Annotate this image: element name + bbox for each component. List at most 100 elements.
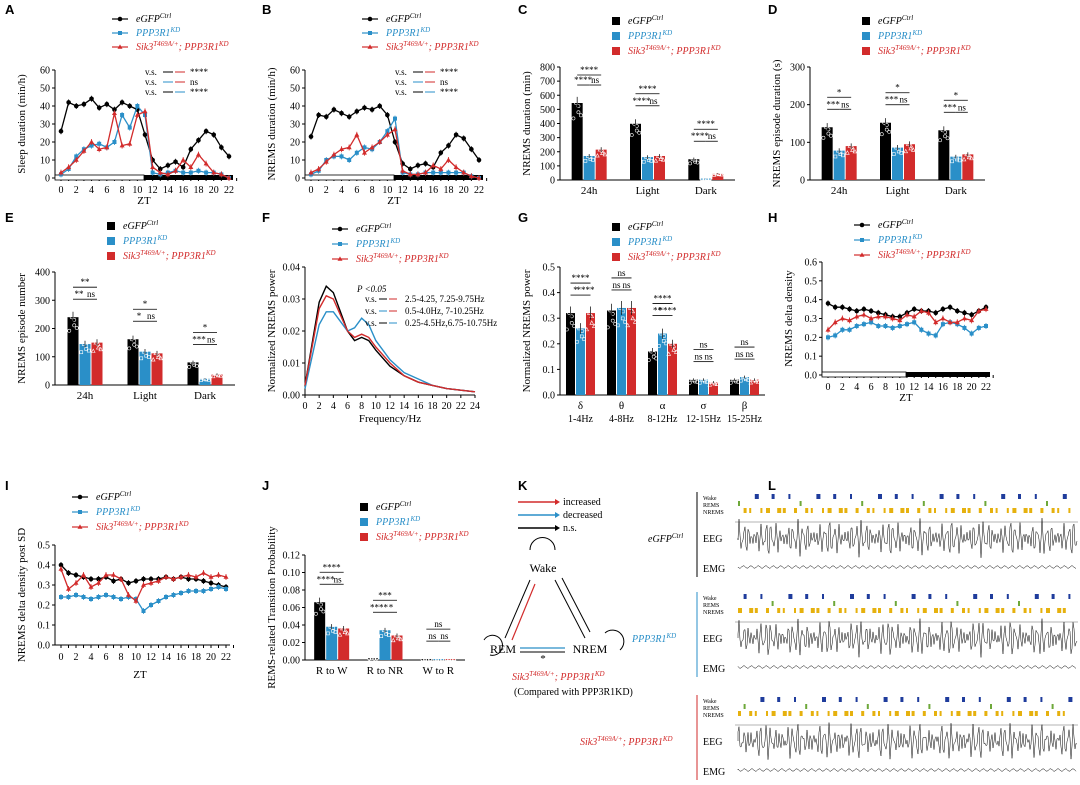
hypno-block bbox=[794, 508, 797, 513]
data-point bbox=[428, 657, 432, 661]
stat-sig: **** bbox=[440, 67, 459, 77]
marker-kd bbox=[97, 141, 102, 146]
x-tick-label: 22 bbox=[221, 652, 231, 663]
series-line-ctrl bbox=[310, 105, 480, 170]
marker-ctrl bbox=[73, 103, 79, 109]
marker-ctrl bbox=[832, 304, 838, 310]
data-point bbox=[379, 634, 384, 639]
sig-label: **** bbox=[659, 306, 678, 316]
label-part: PPP3R1 bbox=[627, 31, 662, 42]
data-point bbox=[440, 657, 444, 661]
y-tick-label: 0.04 bbox=[283, 621, 301, 632]
hypno-block bbox=[816, 494, 821, 499]
x-tick-label: 14 bbox=[399, 401, 409, 412]
marker-ctrl bbox=[157, 166, 163, 172]
y-tick-label: 40 bbox=[40, 102, 50, 113]
data-point bbox=[702, 379, 707, 384]
hypno-block bbox=[844, 508, 848, 513]
label-part: PPP3R1 bbox=[375, 517, 410, 528]
hypno-block bbox=[810, 608, 815, 613]
legend-swatch-kd bbox=[862, 32, 870, 40]
x-tick-label: 20 bbox=[209, 185, 219, 196]
data-point bbox=[641, 159, 646, 164]
label-part: PPP3R1 bbox=[631, 634, 666, 645]
marker-ctrl bbox=[96, 105, 102, 111]
sig-label: ns bbox=[434, 619, 443, 629]
marker-ctrl bbox=[954, 308, 960, 314]
data-point bbox=[646, 158, 651, 162]
marker-sik bbox=[354, 132, 360, 137]
hypno-block bbox=[911, 494, 914, 499]
legend-label-sik: Sik3T469A/+; PPP3R1KD bbox=[376, 530, 469, 543]
x-tick-label: 0 bbox=[309, 185, 314, 196]
label-part: Sik3 bbox=[96, 522, 113, 533]
hypno-block bbox=[794, 697, 796, 702]
data-point bbox=[425, 657, 430, 662]
y-tick-label: 0 bbox=[45, 381, 50, 392]
legend-label-ctrl: eGFPCtrl bbox=[376, 500, 411, 513]
data-point bbox=[210, 373, 216, 379]
legend-label-kd: PPP3R1KD bbox=[627, 29, 672, 42]
marker-kd bbox=[59, 595, 63, 599]
sig-label: ns bbox=[841, 99, 850, 109]
marker-kd bbox=[216, 585, 221, 589]
data-point bbox=[629, 133, 634, 137]
marker-sik bbox=[897, 317, 903, 323]
label-part: T469A/+ bbox=[645, 44, 671, 52]
x-tick-label: 0 bbox=[59, 185, 64, 196]
data-point bbox=[600, 150, 605, 155]
label-part: T469A/+ bbox=[140, 249, 166, 257]
series-line-sik bbox=[310, 128, 480, 179]
x-tick-label: 4 bbox=[89, 185, 94, 196]
marker-sik bbox=[203, 161, 209, 166]
marker-sik bbox=[111, 572, 116, 577]
marker-ctrl bbox=[861, 306, 867, 312]
data-point bbox=[637, 112, 642, 117]
label-part: PPP3R1 bbox=[95, 507, 130, 518]
data-point bbox=[218, 369, 224, 375]
marker-ctrl bbox=[392, 139, 398, 145]
x-tick-label: 16 bbox=[938, 382, 948, 393]
stat-range: 0.25-4.5Hz,6.75-10.75Hz bbox=[405, 318, 497, 328]
marker-kd bbox=[339, 154, 344, 159]
y-tick-label: 0.5 bbox=[38, 541, 51, 552]
legend-label-kd: PPP3R1KD bbox=[135, 26, 180, 39]
marker-sik bbox=[926, 310, 932, 315]
light-bar bbox=[821, 371, 907, 378]
marker-sik bbox=[384, 132, 390, 137]
marker-ctrl bbox=[840, 304, 845, 310]
y-tick-label: 50 bbox=[40, 84, 50, 95]
data-point bbox=[690, 376, 695, 381]
data-point bbox=[139, 356, 144, 361]
marker-ctrl bbox=[323, 114, 329, 120]
hypno-block bbox=[827, 711, 830, 716]
data-point bbox=[84, 347, 89, 351]
data-point bbox=[908, 145, 914, 151]
x-tick-label: 6 bbox=[869, 382, 874, 393]
marker-kd bbox=[118, 31, 122, 35]
hypno-block bbox=[1046, 608, 1050, 613]
label-part: KD bbox=[409, 515, 420, 523]
data-point bbox=[687, 380, 692, 385]
bar-sik bbox=[962, 154, 974, 180]
sig-label: * bbox=[954, 90, 959, 100]
data-point bbox=[943, 134, 947, 139]
marker-sik bbox=[171, 576, 176, 581]
hypno-block bbox=[878, 608, 881, 613]
data-point bbox=[79, 337, 84, 341]
marker-kd bbox=[74, 593, 78, 597]
chart-I: 0.0 0.1 0.2 0.3 0.4 0.5 NREMS delta density po… bbox=[16, 490, 234, 681]
legend-swatch-kd bbox=[612, 238, 620, 246]
emg-trace bbox=[737, 768, 1077, 772]
marker-sik bbox=[81, 572, 86, 577]
x-tick-label: 20 bbox=[442, 401, 452, 412]
x-tick-label: 8 bbox=[119, 652, 124, 663]
marker-sik bbox=[882, 314, 888, 319]
hypno-block bbox=[782, 608, 785, 613]
panel-label: G bbox=[518, 210, 528, 225]
bar-kd bbox=[642, 157, 653, 180]
marker-ctrl bbox=[203, 128, 209, 134]
hypno-block bbox=[844, 608, 847, 613]
bar-ctrl bbox=[607, 310, 616, 395]
stat-range: 0.5-4.0Hz, 7-10.25Hz bbox=[405, 306, 484, 316]
